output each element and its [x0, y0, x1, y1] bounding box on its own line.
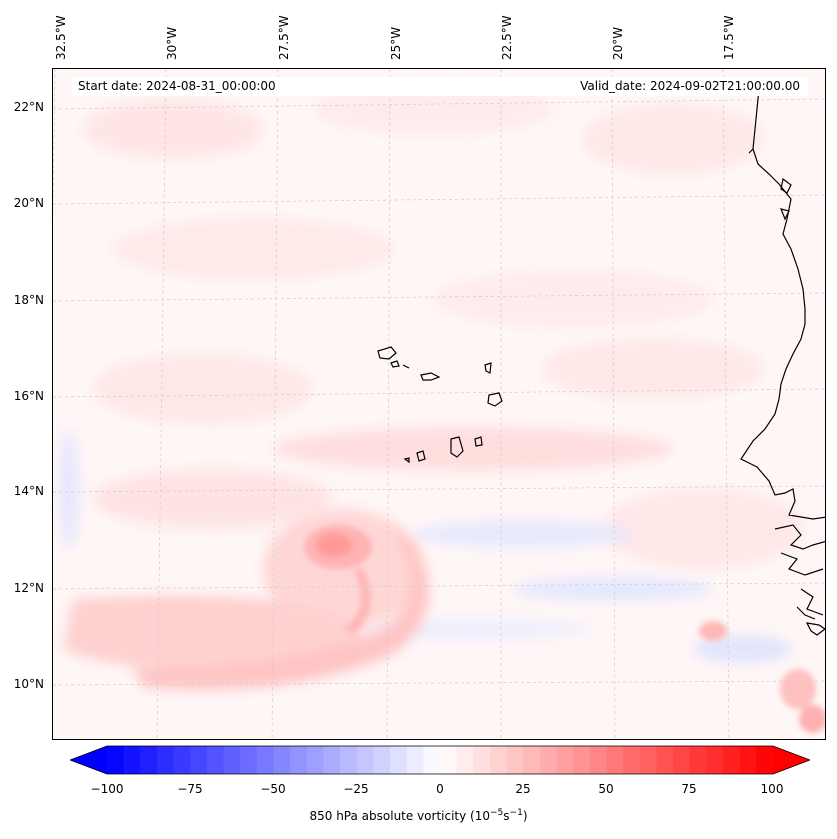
date-info-bar: Start date: 2024-08-31_00:00:00 Valid_da… — [72, 77, 808, 96]
colorbar-segment — [723, 746, 741, 774]
colorbar-outline — [70, 745, 810, 775]
colorbar-segment — [273, 746, 291, 774]
colorbar-segment — [539, 746, 558, 774]
colorbar-segment — [390, 746, 408, 774]
colorbar-segment — [689, 746, 707, 774]
colorbar-label: 850 hPa absolute vorticity (10−5s−1) — [309, 808, 528, 823]
lat-label-20n: 20°N — [13, 196, 44, 210]
colorbar-tick-100: 100 — [760, 782, 784, 796]
colorbar — [70, 745, 810, 775]
colorbar-max-arrow — [773, 746, 810, 774]
colorbar-segment — [206, 746, 225, 774]
colorbar-segment — [340, 746, 358, 774]
colorbar-segment — [423, 746, 441, 774]
colorbar-min-arrow — [70, 746, 107, 774]
colorbar-segment — [256, 746, 274, 774]
colorbar-segment — [140, 746, 158, 774]
lon-label-32-5w: 32.5°W — [54, 15, 68, 60]
colorbar-tick-0: 0 — [436, 782, 444, 796]
colorbar-segment — [223, 746, 241, 774]
lat-label-16n: 16°N — [13, 389, 44, 403]
colorbar-segment — [756, 746, 774, 774]
colorbar-tick-neg100: −100 — [90, 782, 124, 796]
colorbar-segment — [406, 746, 424, 774]
gridlines — [53, 69, 825, 739]
lon-label-30w: 30°W — [165, 26, 179, 60]
colorbar-segment — [473, 746, 491, 774]
lon-label-25w: 25°W — [389, 26, 403, 60]
colorbar-segment — [523, 746, 541, 774]
colorbar-segment — [123, 746, 141, 774]
start-date-label: Start date: 2024-08-31_00:00:00 — [78, 79, 276, 93]
lon-label-22-5w: 22.5°W — [500, 15, 514, 60]
colorbar-segment — [556, 746, 574, 774]
colorbar-segment — [456, 746, 474, 774]
lat-label-10n: 10°N — [13, 677, 44, 691]
colorbar-segment — [489, 746, 508, 774]
valid-date-label: Valid_date: 2024-09-02T21:00:00.00 — [580, 79, 800, 93]
colorbar-segment — [623, 746, 641, 774]
colorbar-segment — [706, 746, 724, 774]
colorbar-tick-75: 75 — [681, 782, 697, 796]
colorbar-segment — [573, 746, 591, 774]
colorbar-segment — [739, 746, 757, 774]
lon-label-20w: 20°W — [611, 26, 625, 60]
colorbar-segment — [356, 746, 374, 774]
lat-label-18n: 18°N — [13, 293, 44, 307]
coastline — [377, 88, 825, 636]
colorbar-segment — [173, 746, 191, 774]
colorbar-tick-neg75: −75 — [177, 782, 203, 796]
colorbar-segment — [589, 746, 607, 774]
vorticity-map — [52, 68, 826, 740]
colorbar-segment — [440, 746, 458, 774]
colorbar-tick-50: 50 — [598, 782, 614, 796]
vorticity-field — [53, 69, 825, 739]
colorbar-segment — [639, 746, 657, 774]
lon-label-27-5w: 27.5°W — [277, 15, 291, 60]
colorbar-segment — [323, 746, 341, 774]
colorbar-tick-neg25: −25 — [343, 782, 369, 796]
lat-label-12n: 12°N — [13, 581, 44, 595]
colorbar-segments — [107, 746, 774, 774]
colorbar-tick-neg50: −50 — [260, 782, 286, 796]
colorbar-segment — [240, 746, 258, 774]
colorbar-segment — [656, 746, 674, 774]
colorbar-segment — [107, 746, 125, 774]
lat-label-14n: 14°N — [13, 484, 44, 498]
colorbar-tick-25: 25 — [515, 782, 531, 796]
colorbar-segment — [306, 746, 324, 774]
colorbar-segment — [606, 746, 624, 774]
colorbar-segment — [373, 746, 391, 774]
lat-label-22n: 22°N — [13, 100, 44, 114]
colorbar-segment — [156, 746, 175, 774]
colorbar-segment — [506, 746, 524, 774]
colorbar-segment — [673, 746, 691, 774]
colorbar-segment — [290, 746, 308, 774]
lon-label-17-5w: 17.5°W — [722, 15, 736, 60]
colorbar-segment — [190, 746, 208, 774]
